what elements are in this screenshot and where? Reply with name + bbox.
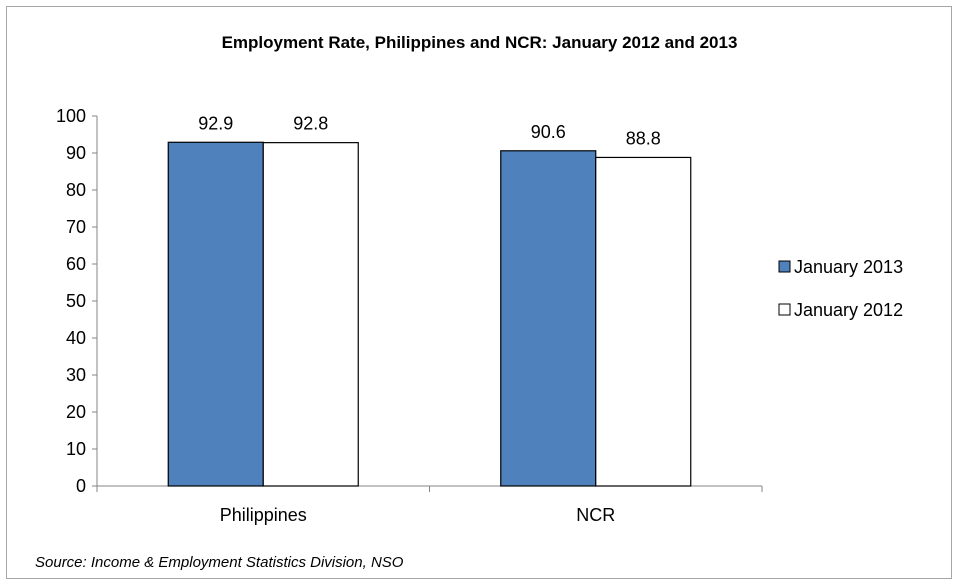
y-tick-label: 30 bbox=[66, 365, 86, 385]
bars bbox=[167, 141, 692, 487]
bar-ncr-january-2012 bbox=[595, 156, 692, 487]
legend-label: January 2013 bbox=[794, 257, 903, 277]
y-tick-label: 60 bbox=[66, 254, 86, 274]
y-tick-label: 50 bbox=[66, 291, 86, 311]
y-tick-label: 90 bbox=[66, 143, 86, 163]
category-label: Philippines bbox=[220, 505, 307, 525]
data-label: 92.9 bbox=[198, 113, 233, 133]
bar-philippines-january-2012 bbox=[262, 142, 359, 487]
y-tick-label: 100 bbox=[56, 106, 86, 126]
chart-title: Employment Rate, Philippines and NCR: Ja… bbox=[221, 33, 738, 52]
data-labels: 92.9 92.8 90.6 88.8 bbox=[198, 113, 661, 148]
bar-philippines-january-2013 bbox=[167, 141, 264, 487]
y-tick-label: 80 bbox=[66, 180, 86, 200]
y-tick-label: 70 bbox=[66, 217, 86, 237]
bar-ncr-january-2013 bbox=[500, 150, 597, 487]
data-label: 92.8 bbox=[293, 114, 328, 134]
chart-frame bbox=[6, 6, 952, 579]
legend-label: January 2012 bbox=[794, 300, 903, 320]
source-note: Source: Income & Employment Statistics D… bbox=[35, 554, 404, 571]
y-tick-label: 20 bbox=[66, 402, 86, 422]
legend-swatch bbox=[778, 260, 791, 273]
axes: 0 10 20 30 40 50 60 70 80 90 100 Philippines NCR bbox=[56, 106, 763, 525]
legend: January 2013 January 2012 bbox=[778, 257, 903, 320]
category-label: NCR bbox=[576, 505, 615, 525]
data-label: 90.6 bbox=[531, 122, 566, 142]
y-tick-label: 0 bbox=[76, 476, 86, 496]
data-label: 88.8 bbox=[626, 128, 661, 148]
y-tick-label: 10 bbox=[66, 439, 86, 459]
legend-swatch bbox=[778, 303, 791, 316]
y-tick-label: 40 bbox=[66, 328, 86, 348]
